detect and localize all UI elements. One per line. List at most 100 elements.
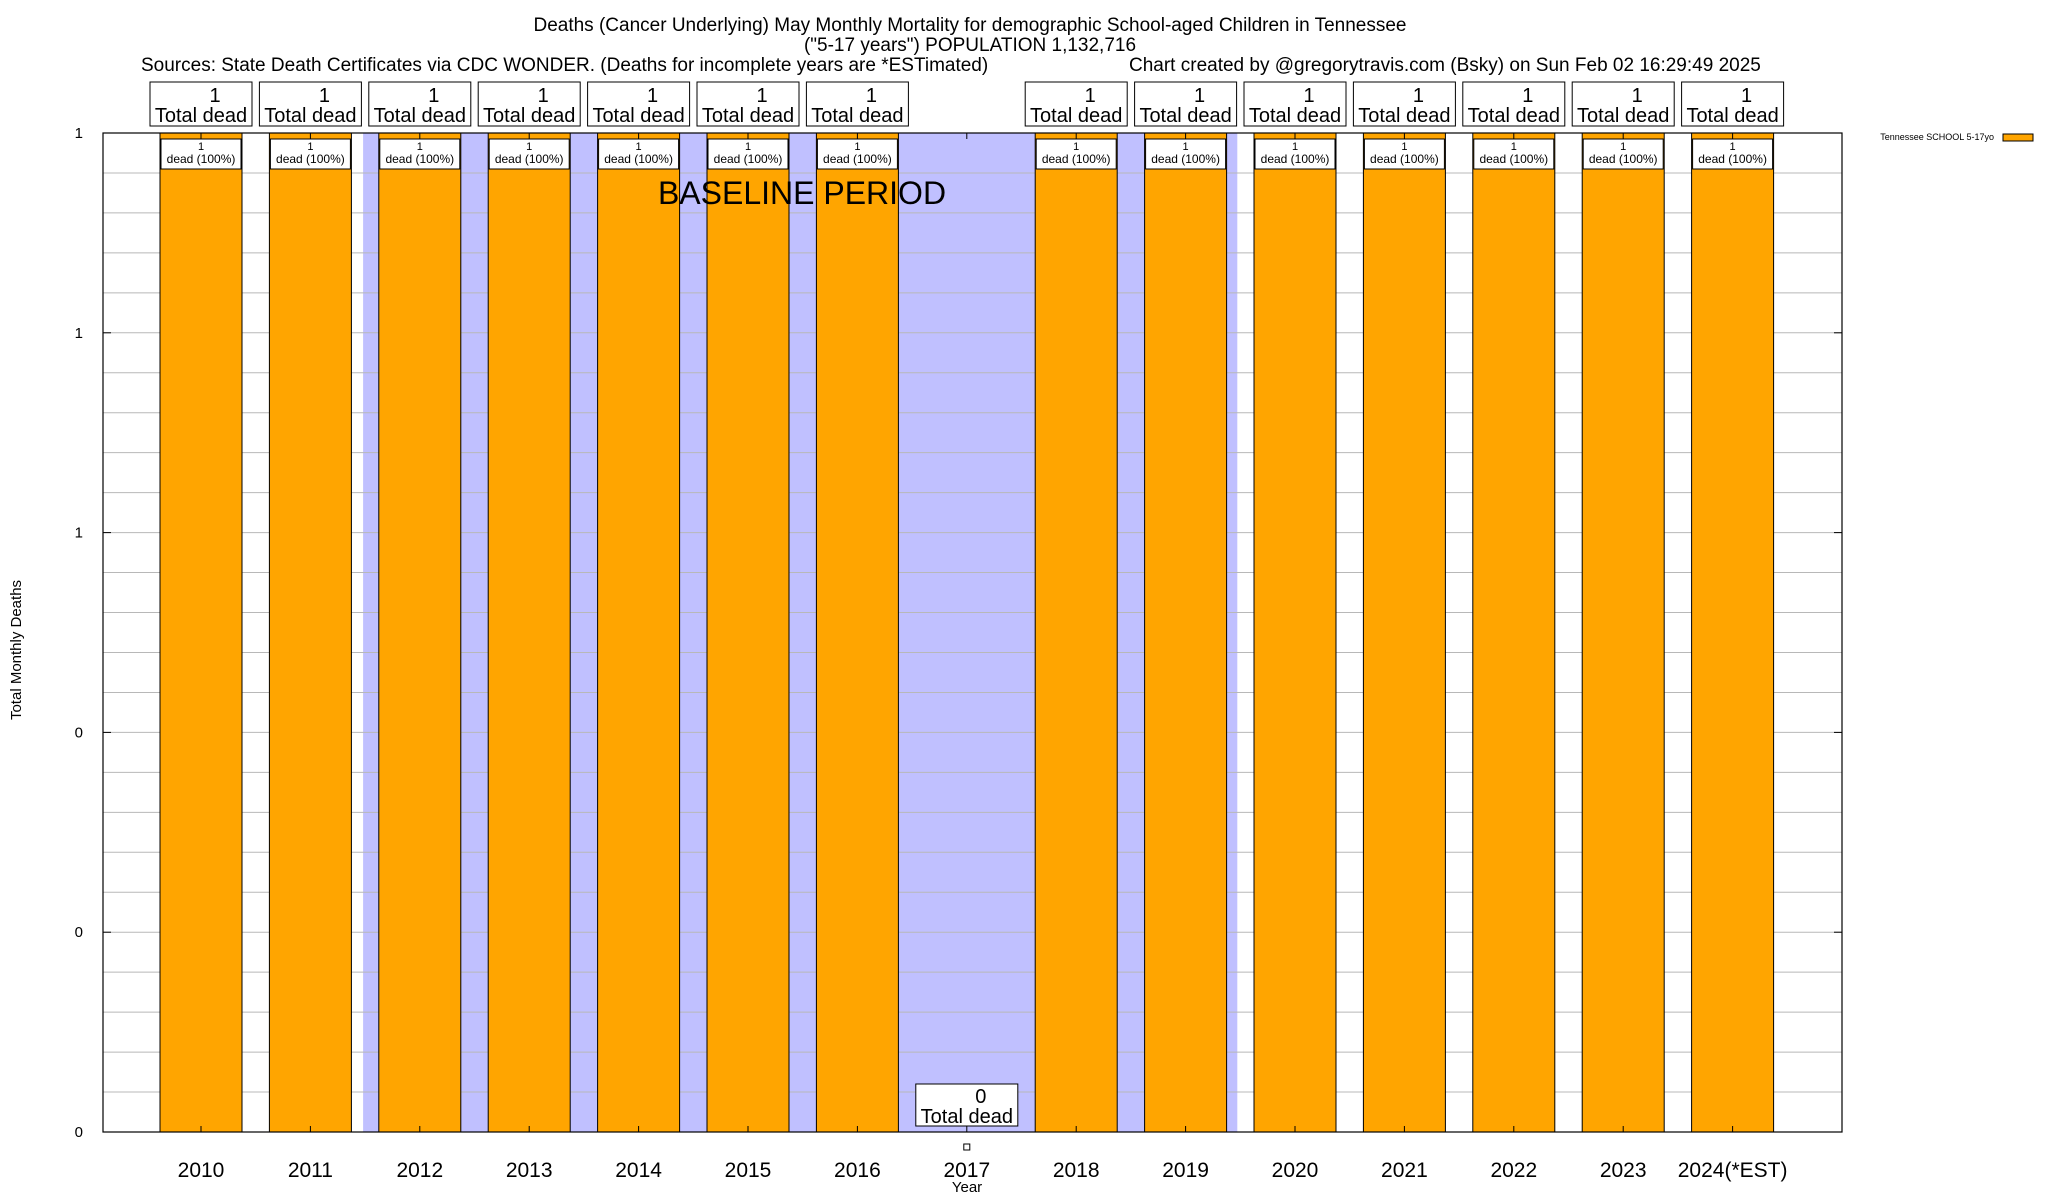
bar-label-suffix: dead (100%) — [1479, 152, 1548, 166]
total-box — [368, 81, 472, 127]
bar-2018 — [1034, 132, 1118, 1133]
bar-label-value: 1 — [1620, 141, 1626, 153]
total-box — [1024, 81, 1128, 127]
x-tick-label: 2018 — [1053, 1159, 1100, 1182]
bar-label-value: 1 — [1073, 141, 1079, 153]
total-box — [1243, 81, 1347, 127]
bar-label-suffix: dead (100%) — [1151, 152, 1220, 166]
bar-label-suffix: dead (100%) — [1261, 152, 1330, 166]
total-value: 1 — [1413, 85, 1424, 107]
total-suffix: Total dead — [702, 105, 794, 127]
bar-label-value: 1 — [417, 141, 423, 153]
total-value: 1 — [1522, 85, 1533, 107]
total-suffix: Total dead — [483, 105, 575, 127]
zero-marker — [963, 1143, 971, 1151]
legend-label: Tennessee SCHOOL 5-17yo — [1880, 132, 1994, 142]
bar-label-suffix: dead (100%) — [495, 152, 564, 166]
bar-label-box — [1692, 138, 1774, 170]
bar-label-box — [1582, 138, 1664, 170]
total-value: 1 — [428, 85, 439, 107]
total-box — [915, 1083, 1019, 1127]
bar-label-suffix: dead (100%) — [823, 152, 892, 166]
total-suffix: Total dead — [811, 105, 903, 127]
bar-label-suffix: dead (100%) — [604, 152, 673, 166]
total-suffix: Total dead — [374, 105, 466, 127]
bar-label-suffix: dead (100%) — [167, 152, 236, 166]
total-suffix: Total dead — [921, 1106, 1013, 1128]
x-tick-label: 2010 — [178, 1159, 225, 1182]
bar-label-suffix: dead (100%) — [276, 152, 345, 166]
total-value: 1 — [209, 85, 220, 107]
total-box — [149, 81, 253, 127]
baseline-period-label: BASELINE PERIOD — [658, 175, 946, 211]
total-suffix: Total dead — [1468, 105, 1560, 127]
legend: Tennessee SCHOOL 5-17yo — [1880, 132, 2034, 142]
plot-frame — [102, 132, 1843, 1133]
x-tick-label: 2023 — [1600, 1159, 1647, 1182]
total-box — [258, 81, 362, 127]
total-suffix: Total dead — [1686, 105, 1778, 127]
bar-label-value: 1 — [1730, 141, 1736, 153]
bar-label-box — [160, 138, 242, 170]
x-tick-label: 2014 — [615, 1159, 662, 1182]
bar-2015 — [706, 132, 790, 1133]
x-axis-title: Year — [952, 1179, 982, 1196]
y-tick-label: 0 — [75, 1124, 83, 1141]
x-tick-label: 2020 — [1272, 1159, 1319, 1182]
bar-label-suffix: dead (100%) — [1589, 152, 1658, 166]
bar-2011 — [268, 132, 352, 1133]
bar-label-value: 1 — [307, 141, 313, 153]
total-box — [477, 81, 581, 127]
chart-title-line-2: ("5-17 years") POPULATION 1,132,716 — [804, 35, 1136, 56]
total-value: 1 — [866, 85, 877, 107]
y-tick-label: 0 — [75, 724, 83, 741]
total-value: 1 — [1194, 85, 1205, 107]
total-box — [696, 81, 800, 127]
bar-2022 — [1472, 132, 1556, 1133]
bar-label-box — [816, 138, 898, 170]
bar-2014 — [597, 132, 681, 1133]
total-suffix: Total dead — [592, 105, 684, 127]
bar-label-box — [1473, 138, 1555, 170]
total-suffix: Total dead — [264, 105, 356, 127]
x-tick-label: 2013 — [506, 1159, 553, 1182]
y-axis-title: Total Monthly Deaths — [8, 580, 25, 720]
x-tick-label: 2011 — [288, 1159, 333, 1182]
y-tick-label: 1 — [75, 325, 83, 342]
bar-label-value: 1 — [526, 141, 532, 153]
y-axis-ticks: 0 0 0 1 1 1 — [75, 125, 1842, 1141]
total-suffix: Total dead — [1249, 105, 1341, 127]
total-suffix: Total dead — [1030, 105, 1122, 127]
bar-2012 — [378, 132, 462, 1133]
total-box — [1134, 81, 1238, 127]
total-suffix: Total dead — [1577, 105, 1669, 127]
bar-2023 — [1581, 132, 1665, 1133]
x-tick-label: 2021 — [1381, 1159, 1428, 1182]
total-value: 1 — [1303, 85, 1314, 107]
total-value: 1 — [647, 85, 658, 107]
y-tick-label: 1 — [75, 125, 83, 142]
x-axis-ticks: 2010 2011 2012 2013 2014 2015 2016 2017 2018 2019… — [178, 133, 1787, 1182]
bar-label-value: 1 — [745, 141, 751, 153]
chart-sources: Sources: State Death Certificates via CD… — [141, 55, 988, 76]
bar-label-value: 1 — [198, 141, 204, 153]
bar-label-suffix: dead (100%) — [385, 152, 454, 166]
bar-2024(*EST) — [1691, 132, 1775, 1133]
bar-label-box — [1254, 138, 1336, 170]
bar-label-suffix: dead (100%) — [714, 152, 783, 166]
bar-label-box — [488, 138, 570, 170]
bar-label-box — [1145, 138, 1227, 170]
bar-label-box — [269, 138, 351, 170]
total-box — [1571, 81, 1675, 127]
total-box — [1681, 81, 1785, 127]
bar-2010 — [159, 132, 243, 1133]
total-suffix: Total dead — [1139, 105, 1231, 127]
total-value: 1 — [319, 85, 330, 107]
y-tick-label: 1 — [75, 525, 83, 542]
x-tick-label: 2017 — [943, 1159, 990, 1182]
x-tick-label: 2015 — [725, 1159, 772, 1182]
total-value: 1 — [1632, 85, 1643, 107]
total-suffix: Total dead — [155, 105, 247, 127]
